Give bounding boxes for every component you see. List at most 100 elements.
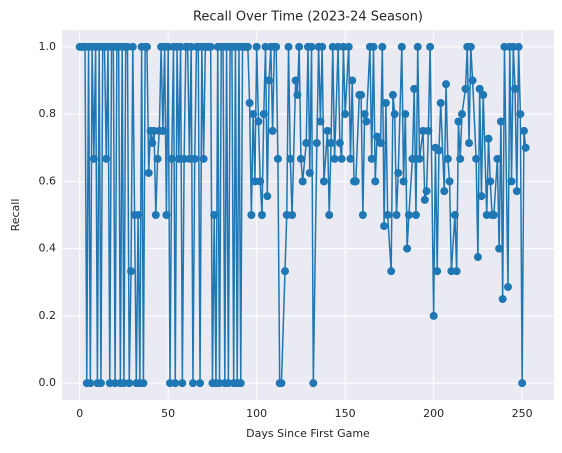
data-point bbox=[265, 76, 274, 85]
data-point bbox=[397, 42, 406, 51]
data-point bbox=[309, 379, 318, 388]
data-point bbox=[422, 187, 431, 196]
y-tick-label: 0.8 bbox=[39, 107, 57, 120]
data-point bbox=[454, 117, 463, 126]
data-point bbox=[443, 154, 452, 163]
data-point bbox=[399, 177, 408, 186]
data-point bbox=[243, 42, 252, 51]
data-point bbox=[259, 110, 268, 119]
data-point bbox=[318, 42, 327, 51]
data-point bbox=[516, 110, 525, 119]
data-point bbox=[392, 211, 401, 219]
data-point bbox=[514, 42, 523, 51]
data-point bbox=[475, 84, 484, 93]
data-point bbox=[171, 379, 180, 388]
data-point bbox=[148, 139, 157, 148]
data-point bbox=[429, 311, 438, 320]
data-point bbox=[401, 110, 410, 119]
data-point bbox=[358, 211, 367, 219]
data-point bbox=[127, 267, 136, 276]
data-point bbox=[236, 379, 245, 388]
data-point bbox=[263, 192, 272, 201]
data-point bbox=[288, 211, 297, 219]
data-point bbox=[330, 154, 339, 163]
data-point bbox=[296, 154, 305, 163]
data-point bbox=[86, 379, 95, 388]
data-point bbox=[434, 146, 443, 155]
data-point bbox=[457, 110, 466, 119]
data-point bbox=[245, 98, 254, 107]
data-point bbox=[390, 110, 399, 119]
y-tick-label: 0.2 bbox=[39, 309, 57, 322]
data-point bbox=[433, 267, 442, 276]
data-point bbox=[139, 379, 148, 388]
data-point bbox=[473, 253, 482, 262]
chart-title: Recall Over Time (2023-24 Season) bbox=[193, 10, 423, 25]
data-point bbox=[373, 132, 382, 141]
data-point bbox=[284, 42, 293, 51]
data-point bbox=[89, 154, 98, 163]
data-point bbox=[335, 139, 344, 148]
data-point bbox=[102, 154, 111, 163]
data-point bbox=[411, 211, 420, 219]
data-point bbox=[327, 139, 336, 148]
data-point bbox=[360, 110, 369, 119]
data-point bbox=[298, 177, 307, 186]
data-point bbox=[426, 42, 435, 51]
data-point bbox=[277, 379, 286, 388]
data-point bbox=[144, 168, 153, 177]
data-point bbox=[134, 211, 143, 219]
data-point bbox=[256, 177, 265, 186]
data-point bbox=[280, 267, 289, 276]
data-point bbox=[247, 211, 256, 219]
y-tick-label: 0.4 bbox=[39, 242, 57, 255]
data-point bbox=[507, 177, 516, 186]
data-point bbox=[436, 98, 445, 107]
y-tick-label: 0.0 bbox=[39, 376, 57, 389]
data-point bbox=[153, 154, 162, 163]
data-point bbox=[410, 84, 419, 93]
data-point bbox=[337, 154, 346, 163]
data-point bbox=[362, 117, 371, 126]
data-point bbox=[344, 42, 353, 51]
data-point bbox=[413, 42, 422, 51]
data-point bbox=[158, 126, 167, 135]
data-point bbox=[512, 187, 521, 196]
data-point bbox=[272, 42, 281, 51]
x-tick-label: 100 bbox=[246, 407, 267, 420]
data-point bbox=[465, 139, 474, 148]
data-point bbox=[357, 90, 366, 99]
data-point bbox=[125, 379, 134, 388]
data-point bbox=[178, 379, 187, 388]
data-point bbox=[452, 267, 461, 276]
data-point bbox=[415, 154, 424, 163]
data-point bbox=[380, 222, 389, 231]
data-point bbox=[254, 117, 263, 126]
data-point bbox=[307, 42, 316, 51]
data-point bbox=[348, 76, 357, 85]
data-point bbox=[503, 282, 512, 291]
x-tick-label: 200 bbox=[423, 407, 444, 420]
x-tick-label: 0 bbox=[76, 407, 83, 420]
data-point bbox=[472, 154, 481, 163]
data-point bbox=[424, 126, 433, 135]
data-point bbox=[519, 126, 528, 135]
data-point bbox=[404, 211, 413, 219]
data-point bbox=[305, 168, 314, 177]
data-point bbox=[199, 154, 208, 163]
data-point bbox=[323, 126, 332, 135]
data-point bbox=[408, 154, 417, 163]
data-point bbox=[367, 154, 376, 163]
data-point bbox=[291, 76, 300, 85]
data-point bbox=[162, 211, 171, 219]
data-point bbox=[351, 177, 360, 186]
data-point bbox=[466, 42, 475, 51]
data-point bbox=[381, 98, 390, 107]
x-tick-label: 50 bbox=[161, 407, 175, 420]
data-point bbox=[521, 143, 530, 152]
data-point bbox=[394, 168, 403, 177]
data-point bbox=[273, 154, 282, 163]
y-tick-label: 1.0 bbox=[39, 40, 57, 53]
data-point bbox=[151, 211, 160, 219]
data-point bbox=[196, 379, 205, 388]
